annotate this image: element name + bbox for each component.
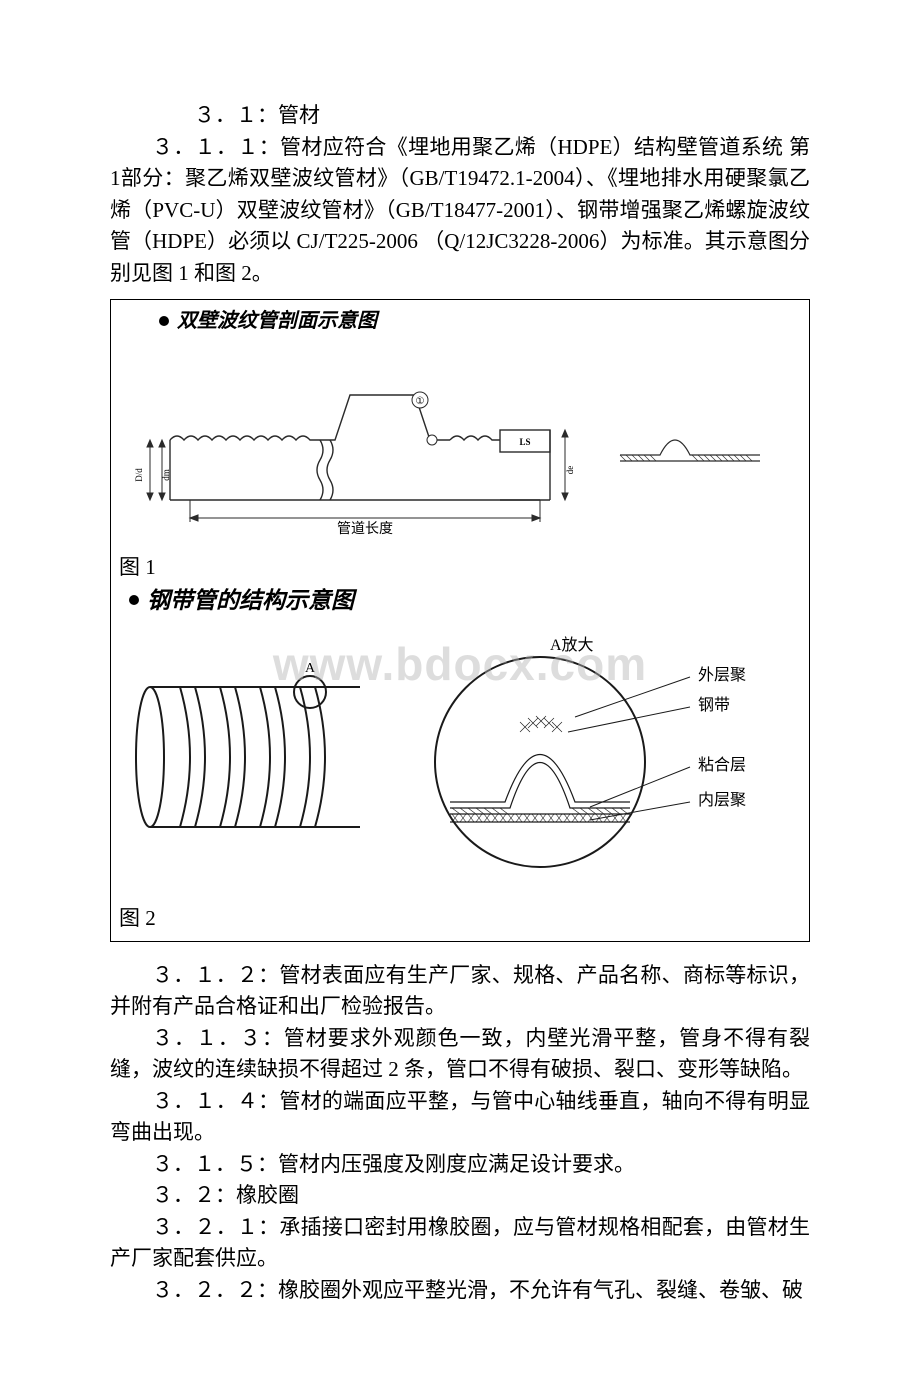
fig2-label-bond: 粘合层 — [698, 756, 746, 774]
fig1-dim-dd: D/d — [134, 468, 144, 482]
bullet-icon — [129, 595, 139, 605]
figure1-diagram: ① LS D/d dm — [119, 340, 801, 540]
fig2-label-inner: 内层聚 — [698, 791, 746, 809]
fig2-marker-a: A — [305, 661, 316, 676]
figure2-diagram: A A放大 — [119, 622, 801, 892]
paragraph-3-2-2: ３．２．２：橡胶圈外观应平整光滑，不允许有气孔、裂缝、卷皱、破 — [110, 1275, 810, 1307]
figure-cell: 双壁波纹管剖面示意图 — [110, 299, 810, 942]
figure1-caption: 图 1 — [119, 552, 801, 584]
fig1-ls-label: LS — [519, 437, 530, 447]
fig2-label-outer: 外层聚 — [698, 666, 746, 684]
fig1-dim-de: de — [565, 466, 575, 475]
document-page: ３．１：管材 ３．１．１：管材应符合《埋地用聚乙烯（HDPE）结构壁管道系统 第… — [0, 0, 920, 1386]
fig1-circle-label: ① — [416, 396, 425, 407]
heading-3-2: ３．２：橡胶圈 — [110, 1180, 810, 1212]
paragraph-3-1-2: ３．１．２：管材表面应有生产厂家、规格、产品名称、商标等标识，并附有产品合格证和… — [110, 960, 810, 1023]
figure2-caption: 图 2 — [119, 903, 801, 935]
figure1-title-row: 双壁波纹管剖面示意图 — [119, 306, 801, 336]
figure2-title-row: 钢带管的结构示意图 — [119, 583, 801, 618]
fig2-label-steel: 钢带 — [698, 696, 730, 714]
fig1-axis-label: 管道长度 — [337, 521, 393, 537]
paragraph-3-1-4: ３．１．４：管材的端面应平整，与管中心轴线垂直，轴向不得有明显弯曲出现。 — [110, 1086, 810, 1149]
bullet-icon — [159, 316, 169, 326]
figure1-svg-wrap: ① LS D/d dm — [119, 340, 801, 550]
heading-3-1: ３．１：管材 — [110, 100, 810, 132]
paragraph-3-2-1: ３．２．１：承插接口密封用橡胶圈，应与管材规格相配套，由管材生产厂家配套供应。 — [110, 1212, 810, 1275]
fig2-zoom-label: A放大 — [550, 636, 594, 654]
figure2-svg-wrap: www.bdocx.com — [119, 622, 801, 902]
figure-block: 双壁波纹管剖面示意图 — [110, 299, 810, 942]
paragraph-3-1-3: ３．１．３：管材要求外观颜色一致，内壁光滑平整，管身不得有裂缝，波纹的连续缺损不… — [110, 1023, 810, 1086]
figure2-title: 钢带管的结构示意图 — [147, 583, 354, 618]
fig1-dim-dm: dm — [161, 469, 171, 481]
figure1-title: 双壁波纹管剖面示意图 — [177, 306, 377, 336]
paragraph-3-1-1: ３．１．１：管材应符合《埋地用聚乙烯（HDPE）结构壁管道系统 第1部分：聚乙烯… — [110, 132, 810, 290]
paragraph-3-1-5: ３．１．５：管材内压强度及刚度应满足设计要求。 — [110, 1149, 810, 1181]
